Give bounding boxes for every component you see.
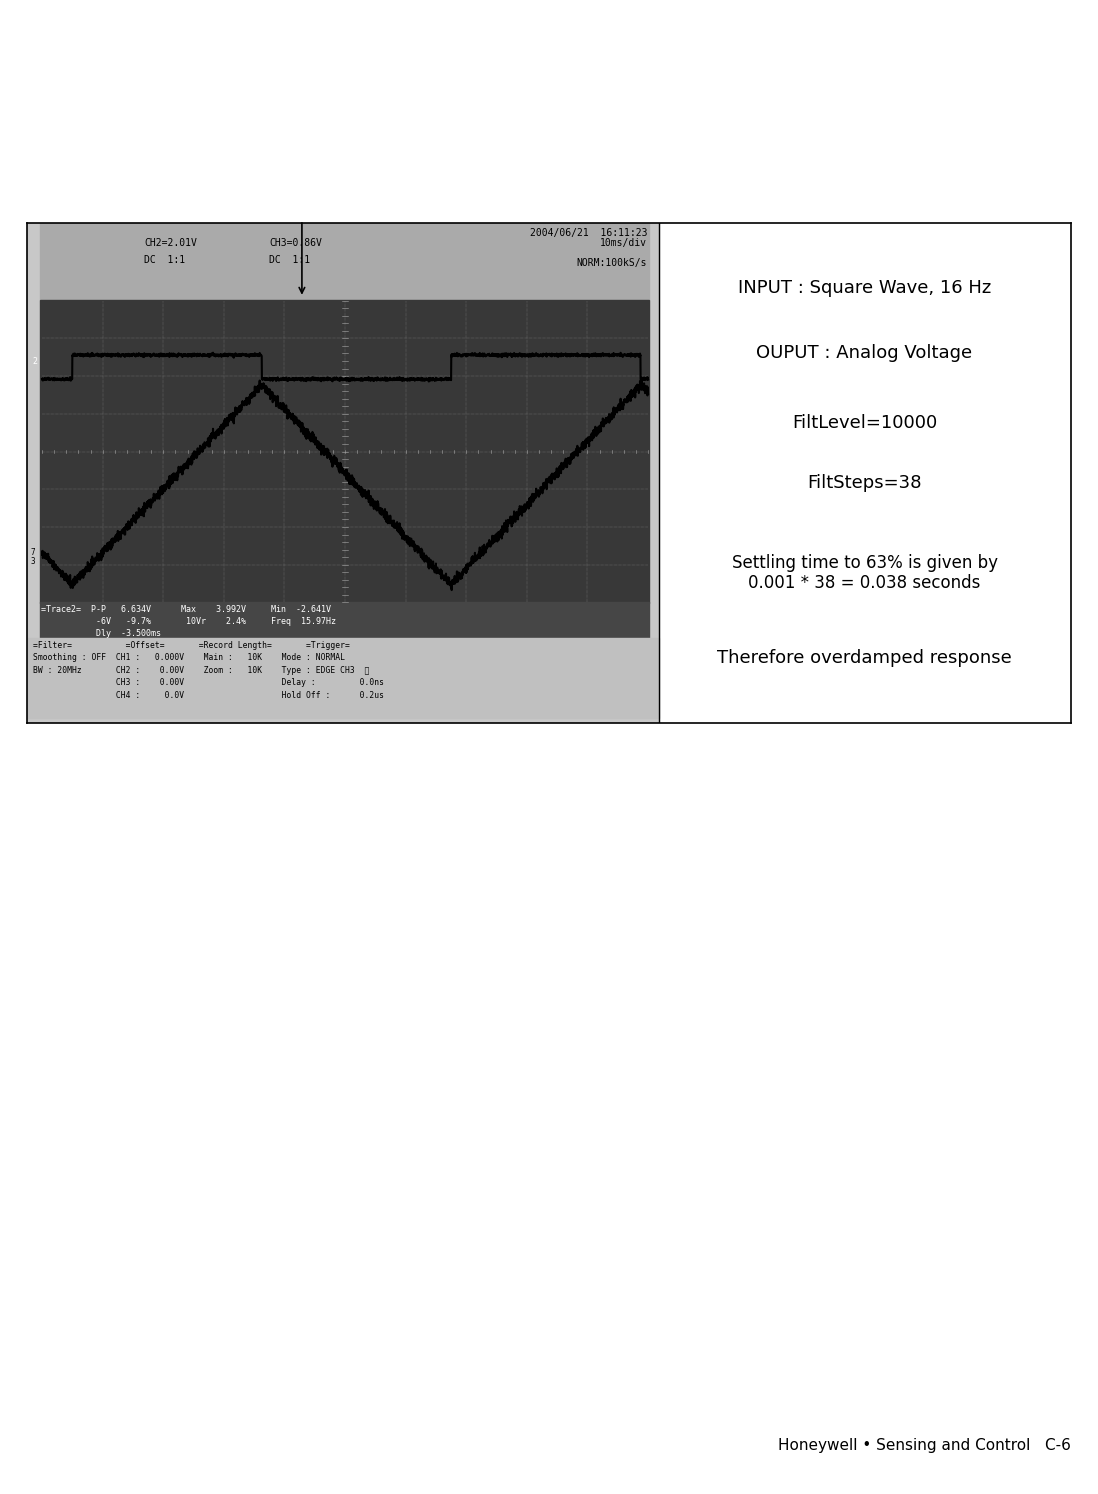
Bar — [40, 602, 649, 638]
Text: 2: 2 — [33, 357, 37, 366]
Text: OUPUT : Analog Voltage: OUPUT : Analog Voltage — [757, 344, 973, 362]
Text: INPUT : Square Wave, 16 Hz: INPUT : Square Wave, 16 Hz — [738, 279, 991, 297]
Text: =Filter=           =Offset=       =Record Length=       =Trigger=: =Filter= =Offset= =Record Length= =Trigg… — [33, 641, 349, 650]
Bar — [27, 223, 659, 723]
Text: Dly  -3.500ms: Dly -3.500ms — [41, 629, 161, 638]
Text: CH3=0.86V: CH3=0.86V — [269, 238, 323, 248]
Text: DC  1:1: DC 1:1 — [144, 255, 186, 264]
Text: -6V   -9.7%       10Vr    2.4%     Freq  15.97Hz: -6V -9.7% 10Vr 2.4% Freq 15.97Hz — [41, 617, 336, 626]
Bar — [40, 223, 649, 300]
Bar — [27, 638, 659, 719]
Text: 2004/06/21  16:11:23: 2004/06/21 16:11:23 — [529, 227, 647, 238]
Text: 10ms/div: 10ms/div — [600, 238, 647, 248]
Text: CH4 :     0.0V                    Hold Off :      0.2us: CH4 : 0.0V Hold Off : 0.2us — [33, 690, 383, 699]
Text: Honeywell • Sensing and Control   C-6: Honeywell • Sensing and Control C-6 — [777, 1437, 1071, 1454]
Text: Therefore overdamped response: Therefore overdamped response — [717, 648, 1012, 666]
Text: CH2=2.01V: CH2=2.01V — [144, 238, 198, 248]
Text: NORM:100kS/s: NORM:100kS/s — [576, 257, 647, 267]
Text: FiltLevel=10000: FiltLevel=10000 — [792, 414, 938, 432]
Text: Smoothing : OFF  CH1 :   0.000V    Main :   10K    Mode : NORMAL: Smoothing : OFF CH1 : 0.000V Main : 10K … — [33, 653, 345, 662]
Text: FiltSteps=38: FiltSteps=38 — [807, 474, 922, 492]
Text: CH3 :    0.00V                    Delay :         0.0ns: CH3 : 0.00V Delay : 0.0ns — [33, 678, 383, 687]
Bar — [40, 300, 649, 604]
Text: BW : 20MHz       CH2 :    0.00V    Zoom :   10K    Type : EDGE CH3  上: BW : 20MHz CH2 : 0.00V Zoom : 10K Type :… — [33, 665, 369, 674]
Text: DC  1:1: DC 1:1 — [269, 255, 311, 264]
Text: 7
3: 7 3 — [30, 548, 35, 566]
Text: Settling time to 63% is given by
0.001 * 38 = 0.038 seconds: Settling time to 63% is given by 0.001 *… — [731, 554, 998, 592]
Text: =Trace2=  P-P   6.634V      Max    3.992V     Min  -2.641V: =Trace2= P-P 6.634V Max 3.992V Min -2.64… — [41, 605, 330, 614]
